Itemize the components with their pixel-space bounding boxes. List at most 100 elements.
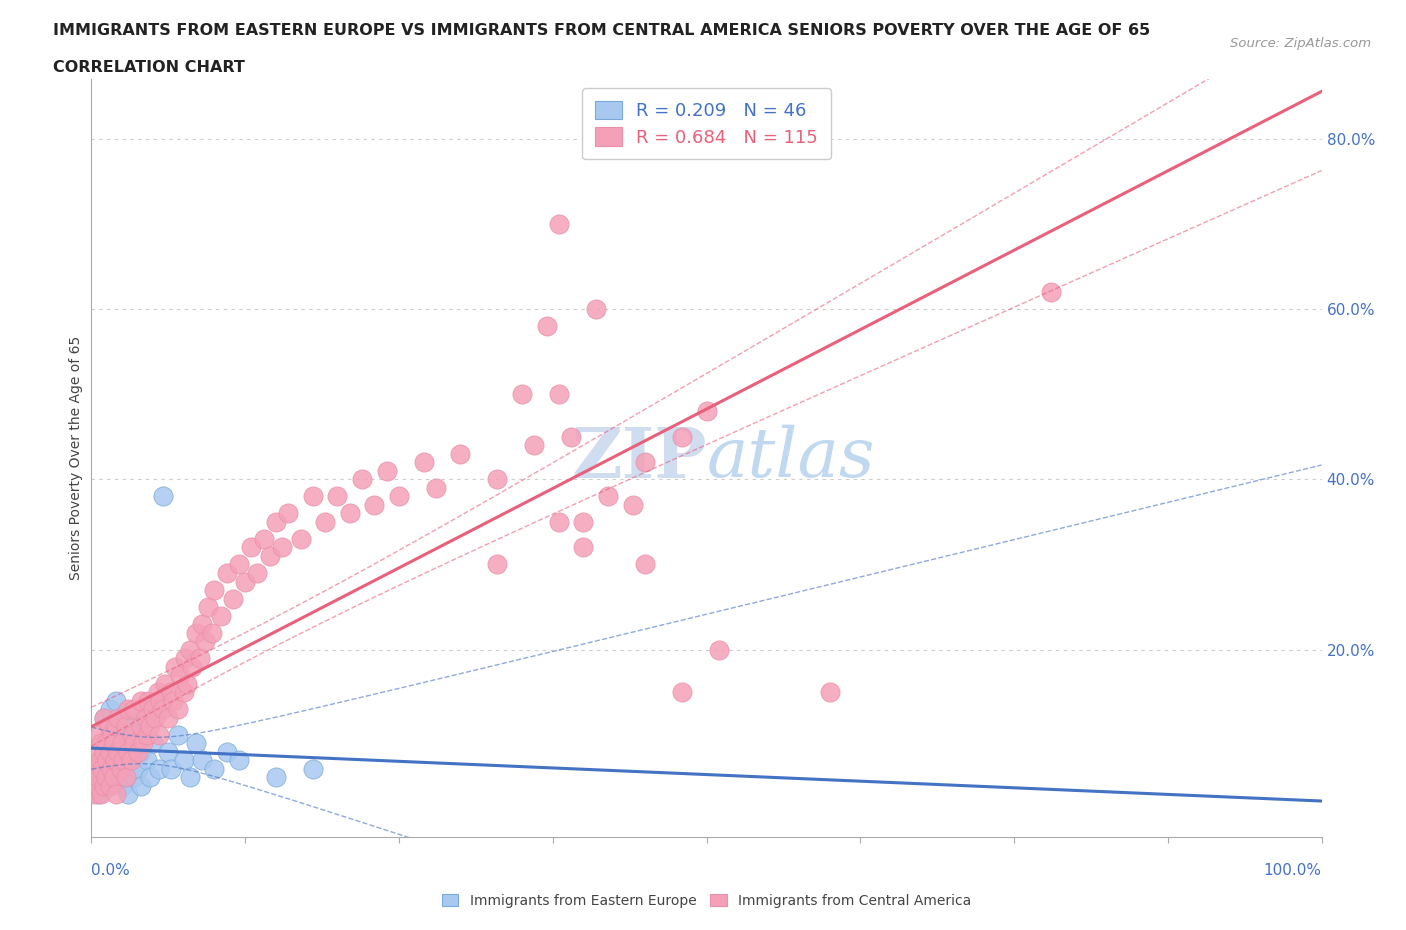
Point [145,711,166,725]
Point [1039,285,1063,299]
Point [176,676,198,691]
Legend: Immigrants from Eastern Europe, Immigrants from Central America: Immigrants from Eastern Europe, Immigran… [436,888,977,913]
Point [536,319,558,334]
Point [129,693,152,708]
Point [142,736,165,751]
Point [105,719,127,734]
Point [560,430,582,445]
Point [179,770,201,785]
Text: ZIP: ZIP [571,424,706,492]
Point [209,608,232,623]
Point [117,753,139,768]
Point [124,770,146,785]
Point [93,711,115,725]
Point [100,762,122,777]
Point [174,651,197,666]
Point [449,446,471,461]
Point [671,684,693,699]
Point [277,506,299,521]
Point [96,778,117,793]
Point [375,463,398,478]
Point [162,693,184,708]
Text: Source: ZipAtlas.com: Source: ZipAtlas.com [1230,37,1371,50]
Point [96,736,117,751]
Point [129,744,152,759]
Point [215,744,238,759]
Point [114,770,138,785]
Point [160,762,183,777]
Point [156,711,179,725]
Point [363,498,385,512]
Point [98,778,121,793]
Point [179,643,201,658]
Point [86,770,108,785]
Point [547,514,569,529]
Point [184,736,207,751]
Point [215,565,238,580]
Point [271,540,294,555]
Point [246,565,269,580]
Point [146,684,169,699]
Point [110,762,132,777]
Point [111,744,134,759]
Point [132,736,155,751]
Y-axis label: Seniors Poverty Over the Age of 65: Seniors Poverty Over the Age of 65 [69,336,83,580]
Point [132,711,155,725]
Point [197,600,219,615]
Point [112,753,135,768]
Point [388,489,411,504]
Point [173,753,195,768]
Point [156,744,179,759]
Point [233,574,256,589]
Point [253,531,276,546]
Point [173,684,195,699]
Point [139,719,162,734]
Point [671,430,693,445]
Point [86,787,108,802]
Point [93,744,115,759]
Point [148,762,170,777]
Text: IMMIGRANTS FROM EASTERN EUROPE VS IMMIGRANTS FROM CENTRAL AMERICA SENIORS POVERT: IMMIGRANTS FROM EASTERN EUROPE VS IMMIGR… [53,23,1150,38]
Point [105,719,127,734]
Point [135,711,156,725]
Point [314,514,336,529]
Point [202,762,225,777]
Point [90,787,112,802]
Point [326,489,349,504]
Point [111,711,134,725]
Text: 100.0%: 100.0% [1264,863,1322,878]
Point [202,582,225,597]
Point [83,787,105,802]
Point [191,617,214,631]
Point [240,540,263,555]
Point [114,736,138,751]
Point [117,787,139,802]
Point [107,762,129,777]
Point [510,387,533,402]
Point [695,404,717,418]
Point [152,702,174,717]
Point [127,762,149,777]
Point [184,625,207,640]
Point [93,744,115,759]
Point [707,643,730,658]
Point [153,676,177,691]
Point [103,770,125,785]
Point [228,557,250,572]
Point [124,736,146,751]
Point [201,625,224,640]
Point [585,301,607,316]
Text: atlas: atlas [706,425,875,491]
Text: CORRELATION CHART: CORRELATION CHART [53,60,245,75]
Point [111,736,134,751]
Point [124,736,146,751]
Point [621,498,644,512]
Point [228,753,250,768]
Point [107,727,129,742]
Point [91,762,114,777]
Point [135,753,157,768]
Point [188,651,211,666]
Point [169,668,191,683]
Text: 0.0%: 0.0% [91,863,131,878]
Point [486,557,509,572]
